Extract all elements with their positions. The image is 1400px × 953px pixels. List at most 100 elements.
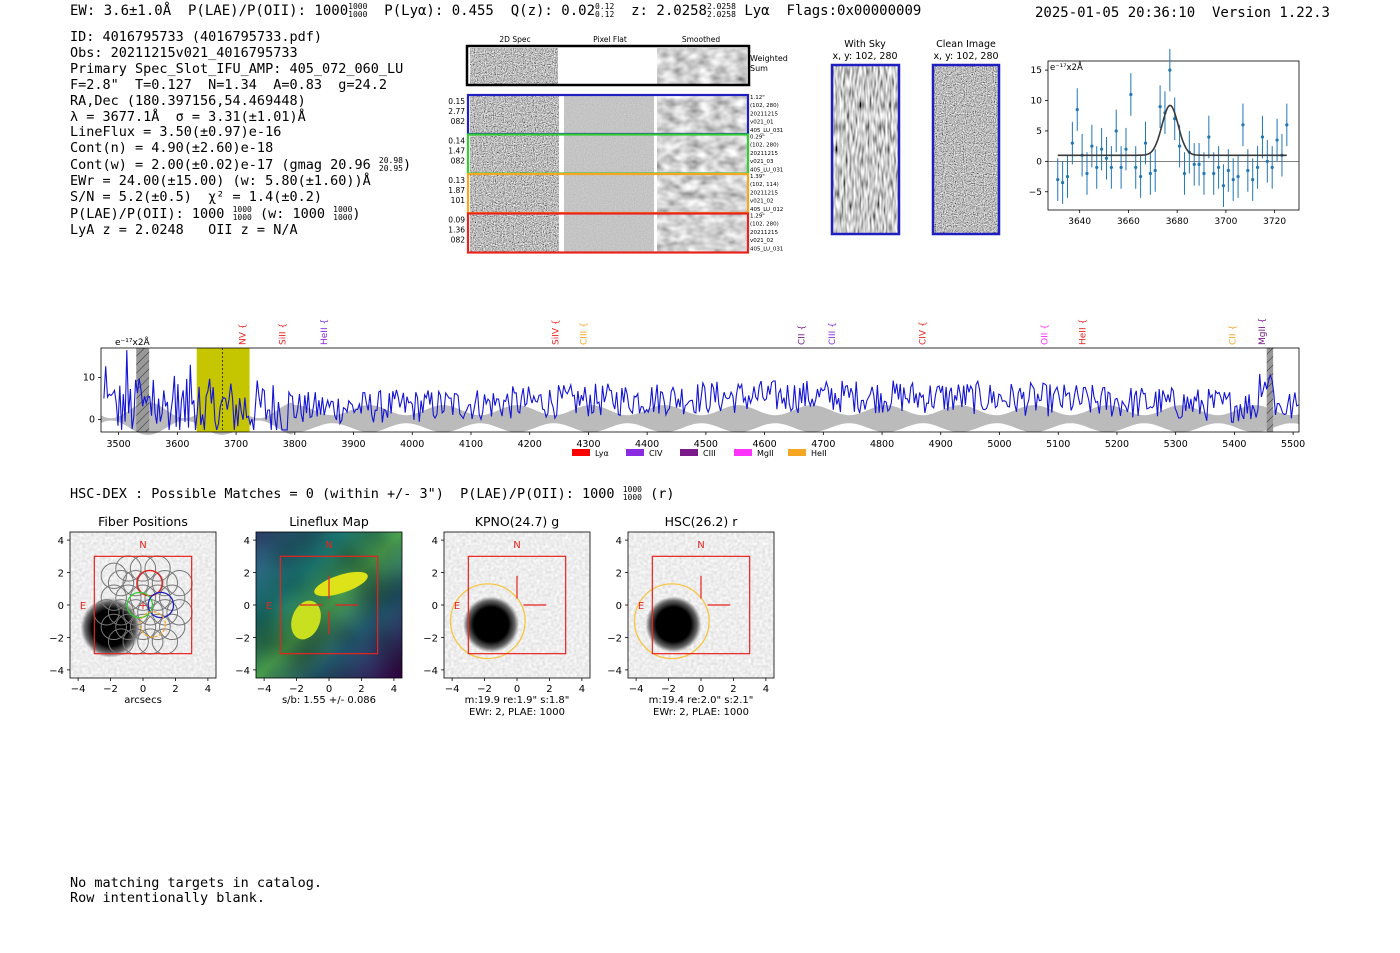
fit-data-point [1182, 171, 1187, 176]
east-label: E [266, 601, 272, 612]
fit-data-point [1241, 123, 1245, 127]
panel-xtick-label: 4 [391, 684, 397, 695]
source-blob [645, 596, 702, 653]
fit-data-point [1216, 165, 1221, 170]
fit-ytick-label: −5 [1029, 188, 1042, 198]
panel-ytick-label: −2 [49, 633, 64, 644]
exposure-pixel-flat [564, 175, 654, 212]
clean-image-coords: x, y: 102, 280 [933, 51, 998, 62]
north-label: N [697, 540, 704, 551]
sub: 1000 [348, 10, 368, 19]
fit-data-point [1168, 68, 1172, 72]
gap [561, 135, 563, 173]
exposure-right-label: (102, 280) [750, 222, 779, 228]
exposure-left-label: 101 [451, 196, 466, 205]
header-ply: P(Lyα): 0.455 Q(z): 0.02 [367, 3, 595, 19]
exposure-smoothed [657, 96, 747, 133]
gap [654, 214, 657, 252]
source-blob [80, 597, 141, 658]
search-box [467, 555, 567, 655]
fit-data-point [1119, 165, 1123, 170]
line-fit-plot: 3640 3660 3680 3700 3720 −5 0 5 10 15 e⁻¹⁷x2Å [1029, 48, 1300, 227]
fiber-highlight-green [126, 591, 154, 619]
panel-xtick-label: −4 [71, 684, 86, 695]
fit-data-point [1056, 177, 1060, 182]
header-summary: EW: 3.6±1.0Å P(LAE)/P(OII): 1000 1000 1000… [70, 3, 921, 20]
timestamp-version: 2025-01-05 20:36:10 Version 1.22.3 [1034, 5, 1330, 21]
clean-image [934, 66, 998, 233]
exposure-right-label: 1.39" [750, 174, 765, 180]
spec-legend-label: CIV [649, 449, 663, 458]
fiber-highlight-orange [139, 611, 167, 638]
panel-xtick-label: 0 [140, 684, 146, 695]
info-id: ID: 4016795733 (4016795733.pdf) [70, 29, 322, 45]
spec-legend-swatch [572, 449, 590, 456]
fiber-circle [100, 584, 127, 611]
exposure-right-label: 20211215 [750, 230, 778, 236]
image-panel-caption: m:19.9 re:1.9" s:1.8" [465, 695, 570, 706]
plae-frac: 1000 1000 [232, 205, 252, 222]
spec-xtick-label: 5400 [1222, 439, 1246, 450]
weighted-smoothed [657, 48, 747, 84]
cutout-header-0: 2D Spec [499, 35, 530, 44]
fiber-circle [107, 569, 135, 597]
panel-xtick-label: −2 [103, 684, 118, 695]
fit-data-point [1212, 171, 1216, 176]
image-panel-title: KPNO(24.7) g [475, 514, 559, 529]
spec-emission-line-label: CIV { [918, 321, 928, 345]
exposure-right-label: 20211215 [750, 111, 778, 117]
fit-data-point [1065, 174, 1070, 179]
footer-notes: No matching targets in catalog. Row inte… [70, 876, 322, 906]
fit-data-point [1192, 162, 1196, 166]
spec-xtick-label: 3700 [224, 439, 248, 450]
spec-xtick-label: 5000 [987, 439, 1011, 450]
exposure-2d-noise [470, 96, 559, 133]
spec-emission-line-label: HeII { [320, 319, 330, 345]
spec-emission-line-label: NV { [238, 324, 248, 345]
spec-xtick-label: 3800 [283, 439, 307, 450]
hsc-dex-summary: HSC-DEX : Possible Matches = 0 (within +… [70, 486, 674, 503]
header-z-frac: 2.0258 2.0258 [707, 3, 736, 19]
spec-emission-line-label: HeII { [1079, 319, 1089, 345]
panel-xtick-label: −4 [445, 684, 460, 695]
panel-xtick-label: −4 [629, 684, 644, 695]
image-panel-caption: m:19.4 re:2.0" s:2.1" [649, 695, 754, 706]
spec-ytick-label: 10 [83, 372, 95, 383]
with-sky-title: With Sky [844, 39, 886, 50]
gap [654, 135, 657, 173]
spec-emission-line-label: CIII { [580, 322, 590, 345]
spec-xtick-label: 4000 [400, 439, 424, 450]
hsc-text: HSC-DEX : Possible Matches = 0 (within +… [70, 486, 615, 502]
image-panel-bg [628, 532, 774, 678]
image-panel-3: HSC(26.2) r N E −4 −4 −2 −2 0 0 2 2 4 4 m:19.4 re:2.0… [607, 514, 775, 718]
panel-ytick-label: −4 [607, 666, 622, 677]
gap [654, 96, 657, 133]
info-obs: Obs: 20211215v021_4016795733 [70, 44, 298, 61]
fit-data-point [1158, 105, 1162, 109]
panel-xtick-label: −2 [477, 684, 492, 695]
exposure-pixel-flat [564, 135, 654, 173]
gmag-frac: 20.98 20.95 [379, 157, 403, 173]
exposure-right-label: 20211215 [750, 190, 778, 196]
clean-image-panel: Clean Image x, y: 102, 280 [931, 39, 1001, 236]
full-spectrum-plot: 3500 3600 3700 3800 3900 4000 4100 4200 4300 4400… [83, 318, 1305, 458]
plae-tail: ) [352, 205, 361, 222]
plae-w-frac: 1000 1000 [333, 205, 352, 222]
panel-xtick-label: 2 [172, 684, 178, 695]
exposure-right-label: (102, 114) [750, 182, 779, 188]
exposure-right-label: (102, 280) [750, 103, 779, 109]
spec-emission-line-label: CII { [797, 325, 807, 345]
plae-text: P(LAE)/P(OII): 1000 [70, 205, 225, 222]
fit-data-point [1124, 147, 1128, 151]
sub: 1000 [232, 212, 252, 222]
spec-xtick-label: 5100 [1046, 439, 1070, 450]
header-ew: EW: 3.6±1.0Å P(LAE)/P(OII): 1000 [70, 3, 349, 19]
image-panels: Fiber Positions + N E −4 −4 −2 −2 0 0 2 2 4 4 arcsecs L… [49, 514, 775, 718]
header-plae-frac: 1000 1000 [348, 3, 367, 19]
fit-data-point [1148, 171, 1152, 176]
image-panel-bg [444, 532, 590, 678]
fiber-circle [151, 569, 179, 597]
panel-xtick-label: 0 [514, 684, 520, 695]
with-sky-frame [830, 63, 901, 236]
